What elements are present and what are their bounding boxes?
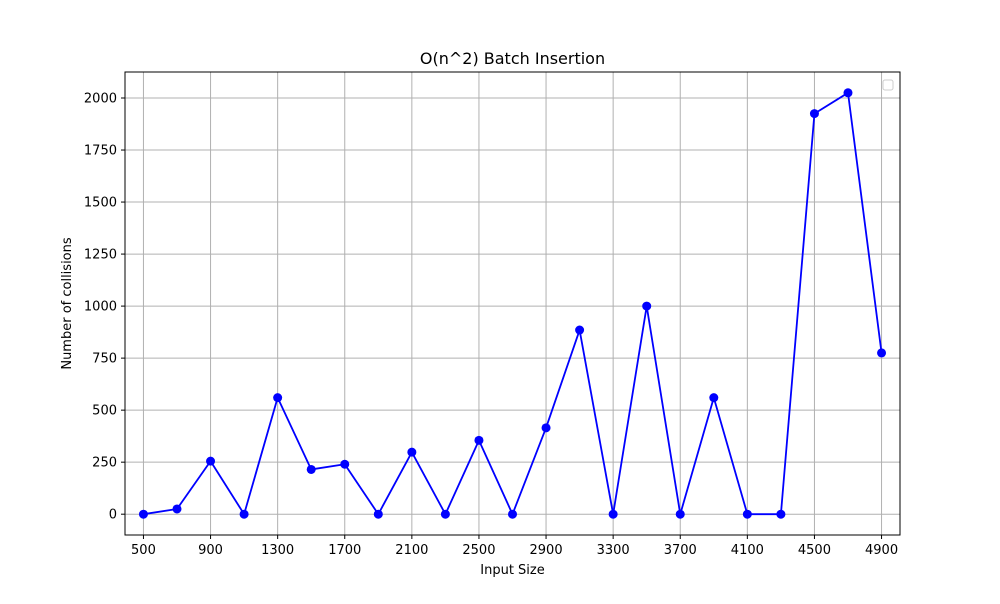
x-tick-label: 2900 xyxy=(530,543,563,558)
data-point xyxy=(843,88,853,98)
y-axis: 0 250 500 750 1000 1250 1500 1750 2000 xyxy=(84,92,125,523)
data-point xyxy=(608,509,618,519)
data-point xyxy=(709,393,719,403)
y-tick-label: 750 xyxy=(92,352,117,367)
data-point xyxy=(138,509,148,519)
x-axis: 500 900 1300 1700 2100 2500 2900 3300 3700 4100 45… xyxy=(131,535,898,558)
x-tick-label: 1300 xyxy=(261,543,294,558)
data-point xyxy=(541,423,551,433)
x-tick-label: 4500 xyxy=(798,543,831,558)
chart-title: O(n^2) Batch Insertion xyxy=(420,49,605,68)
x-tick-label: 900 xyxy=(198,543,223,558)
y-tick-label: 500 xyxy=(92,404,117,419)
data-point xyxy=(407,447,417,457)
y-tick-label: 250 xyxy=(92,456,117,471)
grid-lines xyxy=(125,72,900,535)
y-tick-label: 1000 xyxy=(84,300,117,315)
data-point xyxy=(206,456,216,466)
data-point xyxy=(575,325,585,335)
data-point xyxy=(508,509,517,519)
data-point xyxy=(239,509,249,519)
data-point xyxy=(273,393,283,403)
data-point xyxy=(877,348,887,358)
x-tick-label: 4900 xyxy=(865,543,898,558)
x-tick-label: 3700 xyxy=(664,543,697,558)
y-tick-label: 2000 xyxy=(84,92,117,107)
y-tick-label: 1500 xyxy=(84,196,117,211)
data-point xyxy=(172,504,182,514)
data-point xyxy=(340,459,350,469)
x-axis-label: Input Size xyxy=(480,563,544,578)
plot-frame xyxy=(124,71,901,536)
data-point xyxy=(373,509,383,519)
data-point xyxy=(440,509,450,519)
data-point xyxy=(809,109,819,119)
data-point xyxy=(306,464,316,474)
data-point xyxy=(642,301,652,311)
y-tick-label: 1250 xyxy=(84,248,117,263)
data-point xyxy=(776,509,786,519)
y-tick-label: 1750 xyxy=(84,144,117,159)
x-tick-label: 2500 xyxy=(462,543,495,558)
x-tick-label: 500 xyxy=(131,543,156,558)
x-tick-label: 4100 xyxy=(731,543,764,558)
series-layer xyxy=(138,88,887,519)
data-point xyxy=(742,509,752,519)
y-axis-label: Number of collisions xyxy=(60,237,75,370)
x-tick-label: 3300 xyxy=(597,543,630,558)
legend-box xyxy=(882,79,894,91)
data-point xyxy=(474,435,484,445)
x-tick-label: 2100 xyxy=(395,543,428,558)
x-tick-label: 1700 xyxy=(328,543,361,558)
data-point xyxy=(675,509,685,519)
y-tick-label: 0 xyxy=(109,508,117,523)
